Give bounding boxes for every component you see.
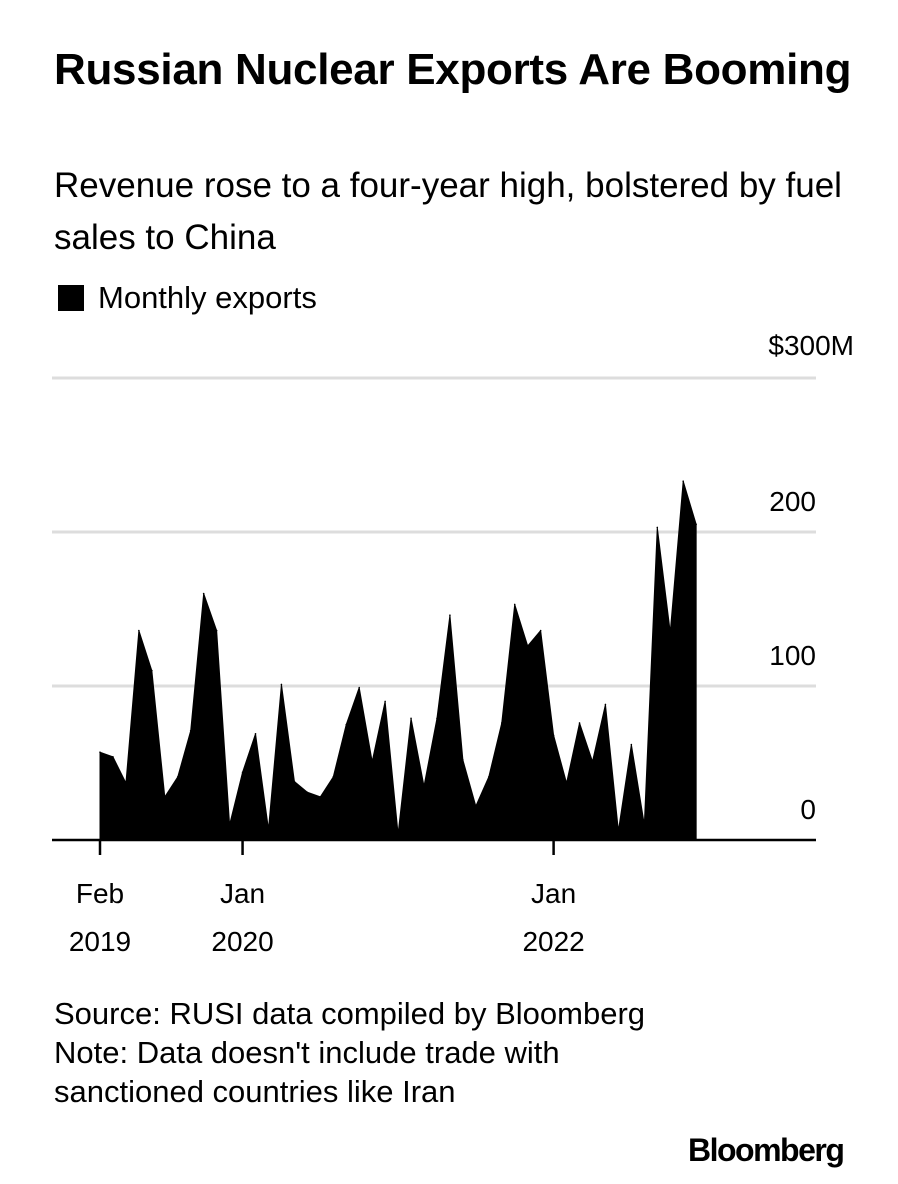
data-point-22 (384, 700, 386, 703)
data-point-5 (164, 796, 166, 798)
data-point-45 (682, 480, 684, 482)
y-tick-label-200: 200 (769, 486, 816, 517)
data-point-27 (449, 614, 451, 616)
data-point-38 (591, 760, 594, 763)
legend-label: Monthly exports (98, 280, 317, 315)
data-point-44 (669, 631, 672, 633)
data-point-2 (125, 782, 127, 784)
data-point-41 (630, 743, 633, 746)
data-point-6 (176, 776, 179, 778)
y-tick-label-300: $300M (768, 330, 854, 361)
data-point-13 (267, 828, 270, 831)
legend-swatch (58, 285, 84, 311)
y-tick-label-0: 0 (800, 794, 816, 825)
data-point-31 (500, 722, 503, 724)
data-point-46 (695, 523, 697, 526)
data-point-11 (241, 771, 244, 774)
x-tick-label-year-11: 2020 (211, 926, 273, 957)
data-point-25 (423, 785, 425, 787)
data-point-43 (656, 526, 659, 529)
x-tick-label-month-35: Jan (531, 878, 576, 909)
data-point-18 (332, 776, 335, 778)
data-point-42 (643, 823, 646, 826)
data-point-10 (228, 823, 231, 826)
legend: Monthly exports (58, 280, 317, 316)
data-point-32 (513, 603, 516, 606)
data-point-3 (138, 629, 140, 632)
data-point-28 (462, 759, 464, 761)
data-point-30 (488, 776, 490, 778)
x-tick-label-year-0: 2019 (69, 926, 131, 957)
data-point-12 (254, 732, 257, 735)
source-note: Source: RUSI data compiled by Bloomberg (54, 996, 646, 1031)
data-point-26 (436, 717, 438, 720)
data-point-20 (358, 686, 361, 689)
data-point-8 (202, 592, 205, 595)
bloomberg-logo: Bloomberg (688, 1132, 845, 1168)
chart-footer: Source: RUSI data compiled by Bloomberg … (54, 994, 674, 1111)
y-tick-label-100: 100 (769, 640, 816, 671)
data-point-1 (112, 756, 114, 758)
chart-subtitle: Revenue rose to a four-year high, bolste… (54, 166, 842, 257)
data-point-7 (189, 729, 192, 732)
data-point-39 (604, 703, 607, 706)
data-point-14 (280, 683, 283, 686)
data-point-40 (617, 829, 620, 832)
data-point-9 (215, 629, 218, 632)
area-series-0 (99, 480, 697, 841)
data-point-33 (526, 645, 529, 647)
x-tick-label-month-0: Feb (76, 878, 124, 909)
x-tick-label-year-35: 2022 (522, 926, 584, 957)
data-point-29 (475, 805, 477, 807)
data-note: Note: Data doesn't include trade with sa… (54, 1035, 560, 1109)
data-point-35 (552, 734, 555, 737)
data-point-17 (319, 796, 322, 798)
data-point-34 (539, 629, 542, 632)
chart-title: Russian Nuclear Exports Are Booming (54, 45, 852, 94)
data-point-15 (293, 780, 296, 783)
x-tick-label-month-11: Jan (220, 878, 265, 909)
data-point-0 (99, 751, 101, 754)
data-point-21 (371, 760, 373, 763)
data-point-23 (397, 833, 399, 835)
data-point-36 (565, 782, 568, 784)
data-point-37 (578, 722, 581, 724)
data-point-24 (410, 717, 412, 720)
data-point-4 (151, 669, 153, 672)
data-point-16 (306, 791, 309, 794)
data-point-19 (345, 723, 348, 726)
